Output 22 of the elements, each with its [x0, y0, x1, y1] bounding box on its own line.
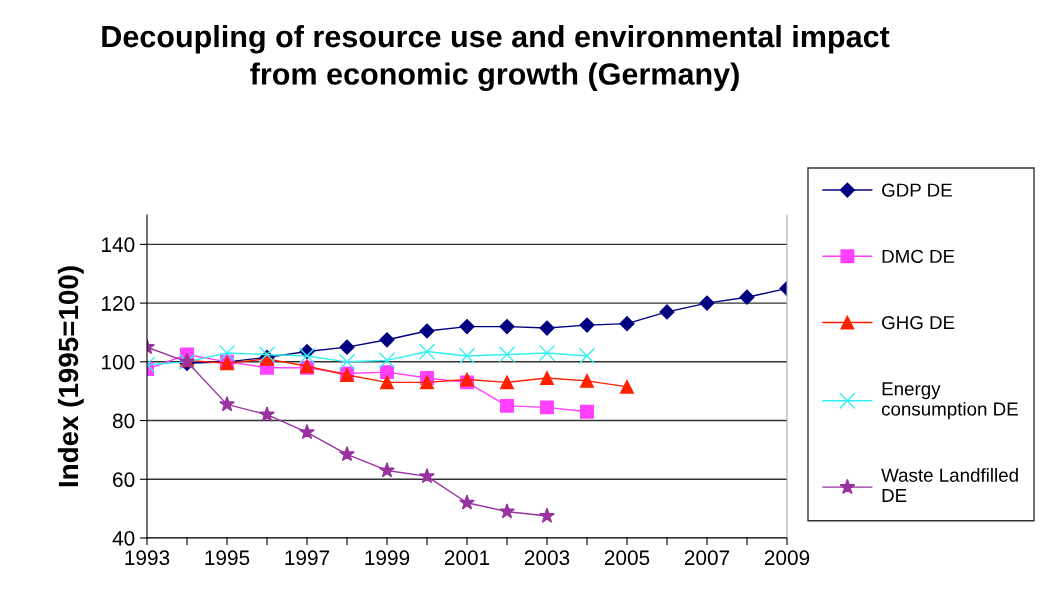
x-tick-label: 2005: [604, 550, 650, 566]
legend-label: GDP DE: [882, 183, 952, 197]
x-tick-label: 2003: [524, 550, 570, 566]
x-tick-label: 2001: [444, 550, 490, 566]
legend-label: Waste Landfilled DE: [881, 468, 1018, 502]
y-tick-label: 60: [113, 472, 135, 488]
y-tick-label: 80: [112, 413, 135, 429]
x-tick-label: 1993: [125, 550, 170, 566]
x-tick-label: 1995: [205, 550, 250, 566]
x-tick-label: 2007: [684, 550, 730, 566]
legend-label: DMC DE: [882, 249, 955, 263]
legend-label: GHG DE: [882, 315, 955, 330]
chart-title: Decoupling of resource use and environmental impact from economic growth (Germany): [102, 24, 890, 92]
y-tick-label: 140: [102, 237, 135, 253]
x-tick-label: 2009: [764, 550, 810, 566]
y-axis-title: Index (1995=100): [57, 266, 84, 487]
y-tick-label: 100: [102, 354, 135, 370]
x-tick-label: 1997: [285, 550, 330, 566]
y-tick-label: 40: [112, 531, 135, 546]
legend-label: Energy consumption DE: [881, 382, 1018, 420]
x-tick-label: 1999: [365, 550, 410, 566]
y-tick-label: 120: [102, 296, 135, 311]
